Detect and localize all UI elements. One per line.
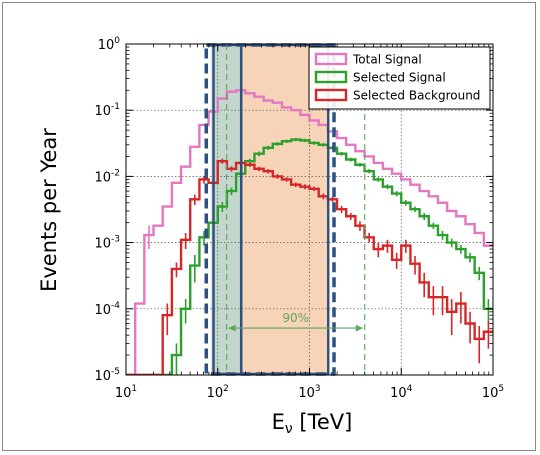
legend-swatch-total-signal <box>314 52 348 66</box>
x-tick-base: 10 <box>298 386 315 401</box>
range-arrow-head-left <box>228 324 236 332</box>
y-tick-base: 10 <box>94 170 111 185</box>
y-tick-base: 10 <box>94 303 111 318</box>
y-tick-label: 10-3 <box>94 235 120 252</box>
range-annotation-label: 90% <box>282 311 309 325</box>
y-tick-exponent: -2 <box>111 168 120 178</box>
grid-layer <box>126 44 493 375</box>
x-tick-label: 101 <box>115 384 137 401</box>
legend-box <box>308 46 491 110</box>
y-axis-label: Events per Year <box>37 128 61 292</box>
y-tick-exponent: -4 <box>111 301 120 311</box>
y-tick-label: 10-5 <box>94 367 120 384</box>
x-tick-base: 10 <box>482 386 499 401</box>
legend: Total Signal Selected Signal Selected Back… <box>308 46 491 110</box>
x-tick-base: 10 <box>207 386 224 401</box>
x-axis-label-unit: [TeV] <box>293 410 353 434</box>
x-tick-exponent: 4 <box>407 384 413 394</box>
solid-box <box>239 43 330 376</box>
y-tick-exponent: -1 <box>111 102 120 112</box>
y-tick-label: 10-1 <box>94 102 120 119</box>
x-axis-label: Eν [TeV] <box>272 410 353 437</box>
x-tick-label: 105 <box>482 384 504 401</box>
y-tick-exponent: 0 <box>114 36 120 46</box>
series-selected-background <box>126 158 493 375</box>
legend-swatch-selected-signal <box>314 70 348 84</box>
y-tick-label: 10-2 <box>94 168 120 185</box>
box-layer <box>204 43 336 376</box>
y-tick-base: 10 <box>94 369 111 384</box>
series-selected-signal <box>126 138 493 375</box>
legend-swatch-selected-background <box>314 88 348 102</box>
series-line-total-signal <box>126 89 493 375</box>
x-tick-label: 103 <box>298 384 320 401</box>
x-tick-label: 102 <box>207 384 229 401</box>
x-tick-base: 10 <box>115 386 132 401</box>
y-tick-base: 10 <box>94 104 111 119</box>
y-tick-base: 10 <box>98 38 115 53</box>
x-axis-label-main: E <box>272 410 285 434</box>
series-total-signal <box>126 89 493 375</box>
y-tick-label: 100 <box>98 36 121 53</box>
legend-label-selected-background: Selected Background <box>353 89 480 103</box>
legend-label-total-signal: Total Signal <box>352 53 422 67</box>
series-layer <box>126 89 493 375</box>
legend-label-selected-signal: Selected Signal <box>353 71 446 85</box>
y-tick-exponent: -3 <box>111 235 120 245</box>
y-tick-base: 10 <box>94 237 111 252</box>
y-tick-label: 10-4 <box>94 301 120 318</box>
x-axis-label-sub: ν <box>285 421 293 437</box>
x-tick-exponent: 1 <box>131 384 137 394</box>
x-tick-exponent: 2 <box>223 384 229 394</box>
x-tick-label: 104 <box>390 384 413 401</box>
x-tick-base: 10 <box>390 386 407 401</box>
x-tick-exponent: 3 <box>315 384 321 394</box>
y-tick-exponent: -5 <box>111 367 120 377</box>
range-arrow-head-right <box>355 324 363 332</box>
x-tick-exponent: 5 <box>498 384 504 394</box>
